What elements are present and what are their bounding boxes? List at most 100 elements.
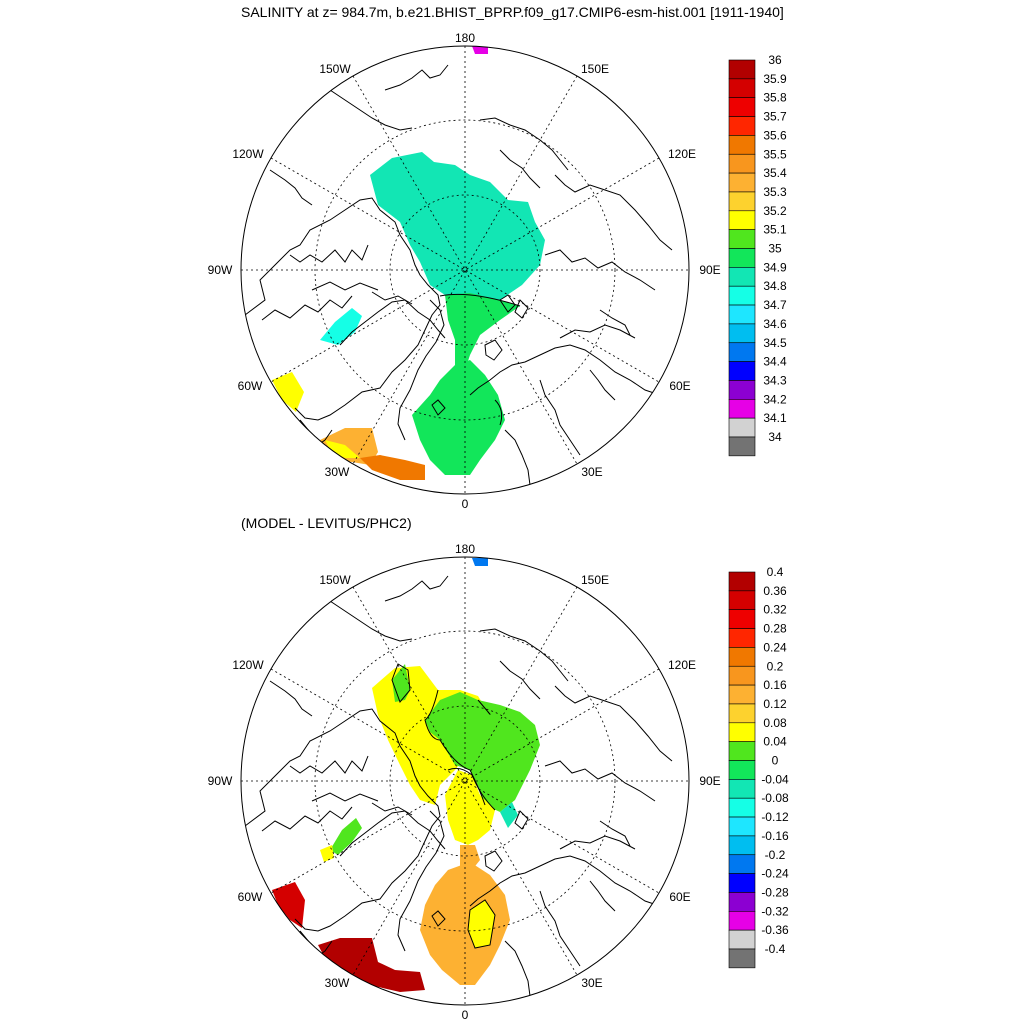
lon-label-60w: 60W bbox=[238, 890, 263, 904]
lon-label-90e: 90E bbox=[699, 263, 720, 277]
top-colorbar-swatch bbox=[728, 248, 756, 268]
arctic-basin-field bbox=[370, 152, 545, 300]
central-tongue-field bbox=[445, 770, 495, 845]
bottom-colorbar-label: -0.16 bbox=[761, 829, 789, 843]
top-colorbar-label: 35.7 bbox=[763, 110, 787, 124]
contour-line bbox=[439, 293, 521, 307]
top-colorbar-swatch bbox=[728, 380, 756, 400]
top-colorbar-label: 35.2 bbox=[763, 204, 787, 218]
bottom-colorbar-label: -0.36 bbox=[761, 923, 789, 937]
lon-label-150w: 150W bbox=[319, 573, 351, 587]
top-colorbar-swatch bbox=[728, 229, 756, 249]
labrador-sea-field bbox=[272, 372, 304, 412]
east-edge-cyan-field bbox=[500, 802, 518, 828]
top-colorbar-label: 35.1 bbox=[763, 223, 787, 237]
north-atlantic-field-b bbox=[360, 455, 425, 480]
baffin-bay-field-diff bbox=[330, 818, 362, 855]
top-colorbar-label: 34.8 bbox=[763, 279, 787, 293]
lon-label-180: 180 bbox=[455, 31, 475, 45]
top-colorbar-label: 35.3 bbox=[763, 185, 787, 199]
top-colorbar-label: 35 bbox=[768, 242, 782, 256]
top-colorbar-label: 35.5 bbox=[763, 147, 787, 161]
lon-label-0: 0 bbox=[462, 497, 469, 511]
bottom-colorbar-swatch bbox=[728, 741, 756, 761]
bottom-colorbar-label: 0.36 bbox=[763, 584, 787, 598]
bottom-colorbar-label: -0.24 bbox=[761, 867, 789, 881]
top-colorbar-label: 34.4 bbox=[763, 355, 787, 369]
bottom-colorbar-label: -0.04 bbox=[761, 772, 789, 786]
lon-label-120e: 120E bbox=[668, 658, 696, 672]
bottom-colorbar-swatch bbox=[728, 948, 756, 969]
bottom-colorbar-label: -0.2 bbox=[765, 848, 786, 862]
top-gridlines bbox=[241, 46, 689, 494]
bottom-colorbar-label: -0.08 bbox=[761, 791, 789, 805]
greenland-sea-field bbox=[412, 360, 505, 475]
top-colorbar-swatch bbox=[728, 210, 756, 230]
lon-label-30w: 30W bbox=[325, 465, 350, 479]
bottom-lon-labels: 180 0 150W 150E 120W 120E 90W 90E 60W 60… bbox=[208, 542, 721, 1022]
bottom-colorbar-swatch bbox=[728, 703, 756, 724]
bottom-colorbar-swatch bbox=[728, 590, 756, 610]
lon-label-120w: 120W bbox=[232, 658, 264, 672]
bottom-colorbar-label: 0.08 bbox=[763, 716, 787, 730]
labrador-sea-field-diff bbox=[272, 882, 305, 928]
lon-label-180: 180 bbox=[455, 542, 475, 556]
top-colorbar-swatch bbox=[728, 417, 756, 438]
top-colorbar-label: 34.6 bbox=[763, 317, 787, 331]
top-colorbar-label: 34.1 bbox=[763, 411, 787, 425]
top-colorbar-label: 34.3 bbox=[763, 373, 787, 387]
top-colorbar-swatch bbox=[728, 285, 756, 306]
bottom-colorbar-swatch bbox=[728, 816, 756, 837]
bottom-colorbar-swatch bbox=[728, 854, 756, 874]
north-atlantic-field-diff bbox=[318, 938, 425, 992]
bottom-colorbar-swatch bbox=[728, 835, 756, 856]
bottom-colorbar-swatch bbox=[728, 797, 756, 818]
bottom-colorbar-swatch bbox=[728, 647, 756, 667]
top-colorbar-label: 36 bbox=[768, 53, 782, 67]
bottom-colorbar-label: 0.16 bbox=[763, 678, 787, 692]
lon-label-60w: 60W bbox=[238, 379, 263, 393]
bottom-colorbar-swatch bbox=[728, 722, 756, 742]
top-colorbar-swatch bbox=[728, 436, 756, 457]
bottom-colorbar-swatch bbox=[728, 779, 756, 799]
top-colorbar-swatch bbox=[728, 78, 756, 98]
top-colorbar-swatch bbox=[728, 172, 756, 193]
bottom-colorbar-swatch bbox=[728, 628, 756, 648]
lon-label-30w: 30W bbox=[325, 976, 350, 990]
difference-subtitle: (MODEL - LEVITUS/PHC2) bbox=[241, 515, 412, 531]
top-colorbar-label: 34 bbox=[768, 430, 782, 444]
north-atlantic-field-a bbox=[320, 428, 378, 465]
top-colorbar-swatch bbox=[728, 323, 756, 344]
top-colorbar-label: 35.8 bbox=[763, 91, 787, 105]
contour-line bbox=[494, 399, 503, 426]
top-coastlines bbox=[244, 64, 673, 486]
bottom-colorbar-label: 0.04 bbox=[763, 735, 787, 749]
top-colorbar-swatch bbox=[728, 59, 756, 80]
top-colorbar-label: 34.2 bbox=[763, 392, 787, 406]
bottom-colorbar-swatch bbox=[728, 665, 756, 686]
top-colorbar-swatch bbox=[728, 361, 756, 381]
figure-title: SALINITY at z= 984.7m, b.e21.BHIST_BPRP.… bbox=[241, 4, 784, 20]
bering-strait-field-diff bbox=[472, 558, 488, 566]
top-map-boundary bbox=[240, 45, 690, 495]
bottom-colorbar-swatch bbox=[728, 910, 756, 931]
bottom-map-boundary bbox=[240, 556, 690, 1006]
bottom-colorbar-label: 0.12 bbox=[763, 697, 787, 711]
bottom-colorbar-label: 0.28 bbox=[763, 622, 787, 636]
top-colorbar-swatch bbox=[728, 116, 756, 136]
top-lon-labels: 180 0 150W 150E 120W 120E 90W 90E 60W 60… bbox=[208, 31, 721, 511]
lon-label-90e: 90E bbox=[699, 774, 720, 788]
bering-strait-field bbox=[472, 46, 488, 54]
top-colorbar-label: 35.4 bbox=[763, 166, 787, 180]
baffin-bay-field bbox=[320, 308, 362, 345]
lon-label-30e: 30E bbox=[581, 465, 602, 479]
lon-label-60e: 60E bbox=[669, 890, 690, 904]
lon-label-120e: 120E bbox=[668, 147, 696, 161]
bottom-colorbar-label: 0.4 bbox=[767, 565, 784, 579]
top-colorbar-label: 34.7 bbox=[763, 298, 787, 312]
atlantic-inflow-field bbox=[445, 293, 520, 370]
bottom-colorbar-swatch bbox=[728, 760, 756, 780]
bottom-colorbar-swatch bbox=[728, 609, 756, 629]
bottom-colorbar-swatch bbox=[728, 929, 756, 950]
top-colorbar-swatch bbox=[728, 191, 756, 212]
